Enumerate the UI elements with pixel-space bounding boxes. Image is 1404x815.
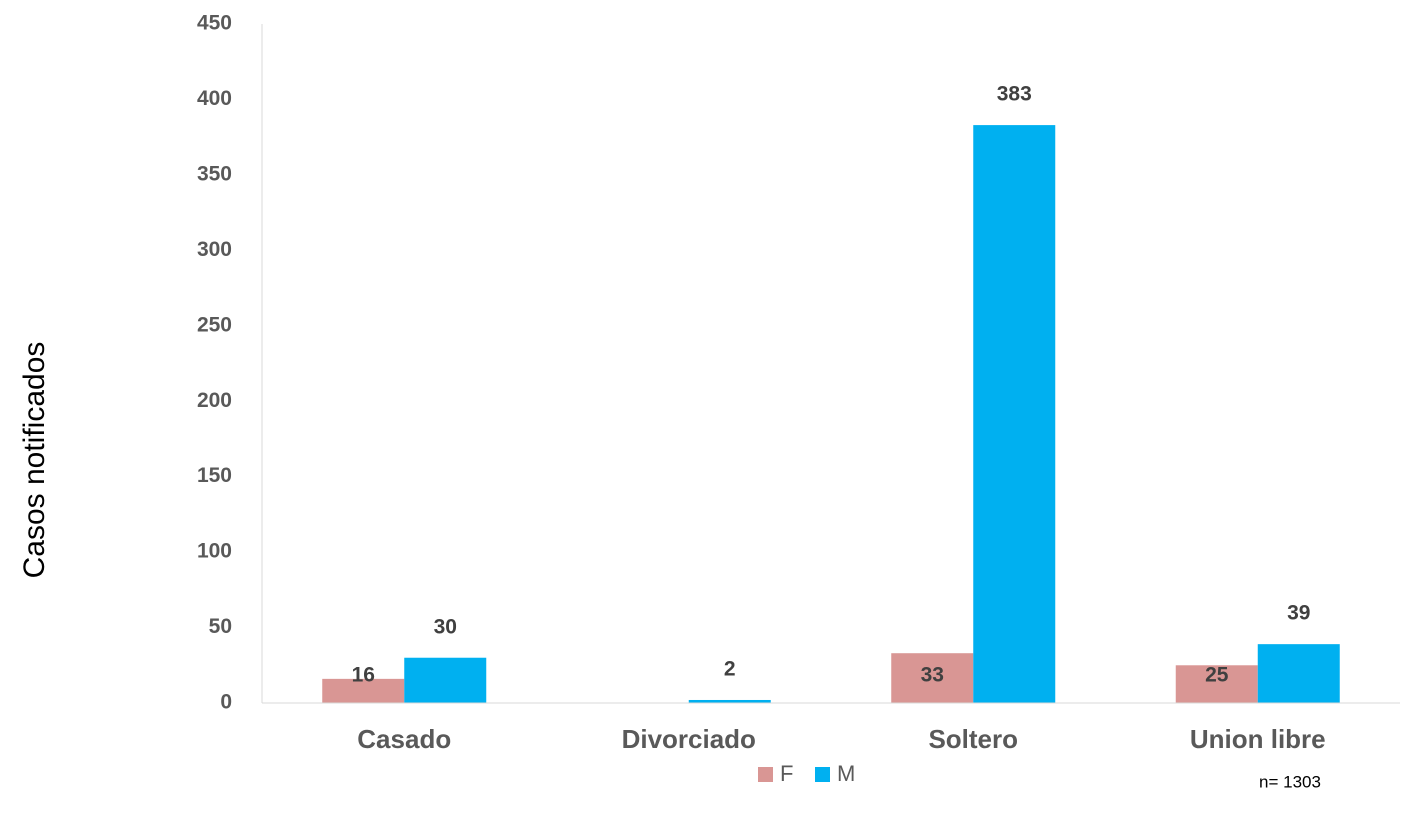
y-tick-label: 300 <box>197 238 232 261</box>
x-tick-label: Union libre <box>1190 724 1326 754</box>
legend-swatch <box>815 767 830 782</box>
y-tick-label: 100 <box>197 540 232 563</box>
data-label: 16 <box>352 664 375 687</box>
y-tick-label: 450 <box>197 12 232 35</box>
data-label: 2 <box>724 658 736 681</box>
legend-label: M <box>837 761 855 786</box>
y-tick-label: 0 <box>220 691 232 714</box>
data-label: 383 <box>997 83 1032 106</box>
y-tick-label: 350 <box>197 162 232 185</box>
x-tick-label: Divorciado <box>622 724 756 754</box>
bar <box>322 678 405 703</box>
y-tick-label: 200 <box>197 389 232 412</box>
legend-label: F <box>780 761 793 786</box>
data-label: 25 <box>1205 664 1229 687</box>
data-label: 30 <box>434 615 457 638</box>
bar <box>1175 665 1258 703</box>
y-tick-label: 250 <box>197 313 232 336</box>
data-label: 33 <box>921 664 944 687</box>
y-axis-label: Casos notificados <box>18 342 51 579</box>
annotation: n= 1303 <box>1259 772 1321 791</box>
bar <box>688 699 771 703</box>
x-tick-label: Casado <box>357 724 451 754</box>
y-tick-label: 400 <box>197 87 232 110</box>
legend-swatch <box>758 767 773 782</box>
x-tick-label: Soltero <box>928 724 1018 754</box>
bar <box>973 125 1056 703</box>
bar <box>891 653 974 703</box>
data-label: 39 <box>1287 602 1310 625</box>
y-tick-label: 50 <box>209 615 232 638</box>
bar <box>1257 644 1340 703</box>
y-tick-label: 150 <box>197 464 232 487</box>
bar <box>404 657 487 703</box>
